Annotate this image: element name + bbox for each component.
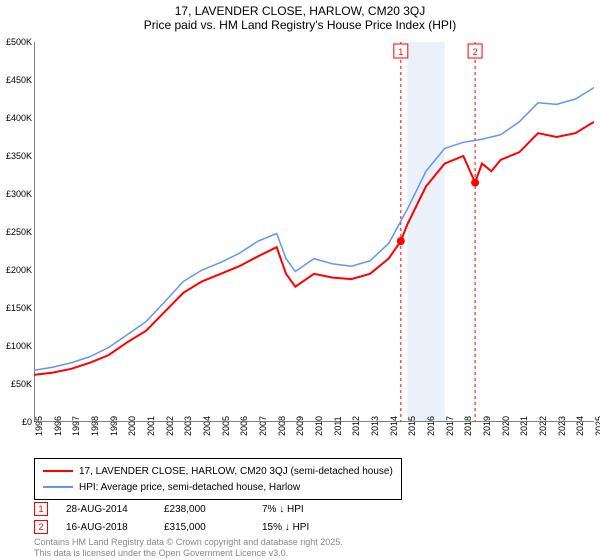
x-tick-label: 2016	[426, 416, 436, 436]
x-tick-label: 2015	[407, 416, 417, 436]
y-tick-label: £500K	[6, 37, 32, 47]
plot-area: 12	[34, 42, 594, 422]
attribution: Contains HM Land Registry data © Crown c…	[34, 537, 343, 558]
x-tick-label: 2017	[445, 416, 455, 436]
x-tick-label: 2008	[277, 416, 287, 436]
x-tick-label: 2004	[202, 416, 212, 436]
legend-label: HPI: Average price, semi-detached house,…	[79, 482, 300, 493]
x-tick-label: 1997	[71, 416, 81, 436]
legend-swatch	[43, 470, 73, 472]
footnote-price: £315,000	[164, 522, 244, 533]
x-tick-label: 2011	[333, 416, 343, 435]
x-tick-label: 2000	[127, 416, 137, 436]
y-tick-label: £400K	[6, 113, 32, 123]
footnote-delta: 15% ↓ HPI	[262, 522, 342, 533]
y-tick-label: £450K	[6, 75, 32, 85]
x-tick-label: 2022	[538, 416, 548, 436]
x-tick-label: 2001	[146, 416, 156, 436]
x-tick-label: 2023	[557, 416, 567, 436]
chart-container: 17, LAVENDER CLOSE, HARLOW, CM20 3QJ Pri…	[0, 0, 600, 560]
title-block: 17, LAVENDER CLOSE, HARLOW, CM20 3QJ Pri…	[0, 0, 600, 32]
x-tick-label: 2021	[519, 416, 529, 436]
x-tick-label: 2013	[370, 416, 380, 436]
legend-label: 17, LAVENDER CLOSE, HARLOW, CM20 3QJ (se…	[79, 466, 393, 477]
chart-title: 17, LAVENDER CLOSE, HARLOW, CM20 3QJ	[0, 4, 600, 18]
x-tick-label: 1998	[90, 416, 100, 436]
y-tick-label: £250K	[6, 227, 32, 237]
y-tick-label: £200K	[6, 265, 32, 275]
legend-swatch	[43, 486, 73, 488]
footnote-row: 1 28-AUG-2014 £238,000 7% ↓ HPI	[34, 500, 342, 518]
y-axis: £0£50K£100K£150K£200K£250K£300K£350K£400…	[0, 42, 34, 422]
x-tick-label: 2025	[594, 416, 600, 436]
x-tick-label: 1999	[109, 416, 119, 436]
marker-badge: 2	[34, 520, 48, 534]
footnote-date: 28-AUG-2014	[66, 504, 146, 515]
chart-subtitle: Price paid vs. HM Land Registry's House …	[0, 18, 600, 32]
footnote-date: 16-AUG-2018	[66, 522, 146, 533]
x-tick-label: 2003	[183, 416, 193, 436]
y-tick-label: £350K	[6, 151, 32, 161]
svg-text:1: 1	[398, 47, 403, 57]
x-tick-label: 2019	[482, 416, 492, 436]
footnote-row: 2 16-AUG-2018 £315,000 15% ↓ HPI	[34, 518, 342, 536]
x-tick-label: 2014	[389, 416, 399, 436]
footnote-delta: 7% ↓ HPI	[262, 504, 342, 515]
y-tick-label: £50K	[11, 379, 32, 389]
y-tick-label: £150K	[6, 303, 32, 313]
x-tick-label: 2007	[258, 416, 268, 436]
x-tick-label: 1996	[53, 416, 63, 436]
x-tick-label: 1995	[34, 416, 44, 436]
x-tick-label: 2005	[221, 416, 231, 436]
x-tick-label: 2012	[351, 416, 361, 436]
y-tick-label: £100K	[6, 341, 32, 351]
x-axis: 1995199619971998199920002001200220032004…	[34, 422, 594, 462]
marker-badge: 1	[34, 502, 48, 516]
y-tick-label: £300K	[6, 189, 32, 199]
x-tick-label: 2024	[575, 416, 585, 436]
attribution-line: This data is licensed under the Open Gov…	[34, 548, 343, 558]
x-tick-label: 2018	[463, 416, 473, 436]
x-tick-label: 2006	[239, 416, 249, 436]
footnote-price: £238,000	[164, 504, 244, 515]
x-tick-label: 2002	[165, 416, 175, 436]
x-tick-label: 2010	[314, 416, 324, 436]
footnotes: 1 28-AUG-2014 £238,000 7% ↓ HPI 2 16-AUG…	[34, 500, 342, 536]
attribution-line: Contains HM Land Registry data © Crown c…	[34, 537, 343, 547]
legend-item: 17, LAVENDER CLOSE, HARLOW, CM20 3QJ (se…	[43, 463, 393, 479]
x-tick-label: 2009	[295, 416, 305, 436]
x-tick-label: 2020	[501, 416, 511, 436]
legend: 17, LAVENDER CLOSE, HARLOW, CM20 3QJ (se…	[34, 458, 402, 500]
chart-svg: 12	[34, 42, 594, 422]
svg-text:2: 2	[473, 47, 478, 57]
legend-item: HPI: Average price, semi-detached house,…	[43, 479, 393, 495]
y-tick-label: £0	[22, 417, 32, 427]
